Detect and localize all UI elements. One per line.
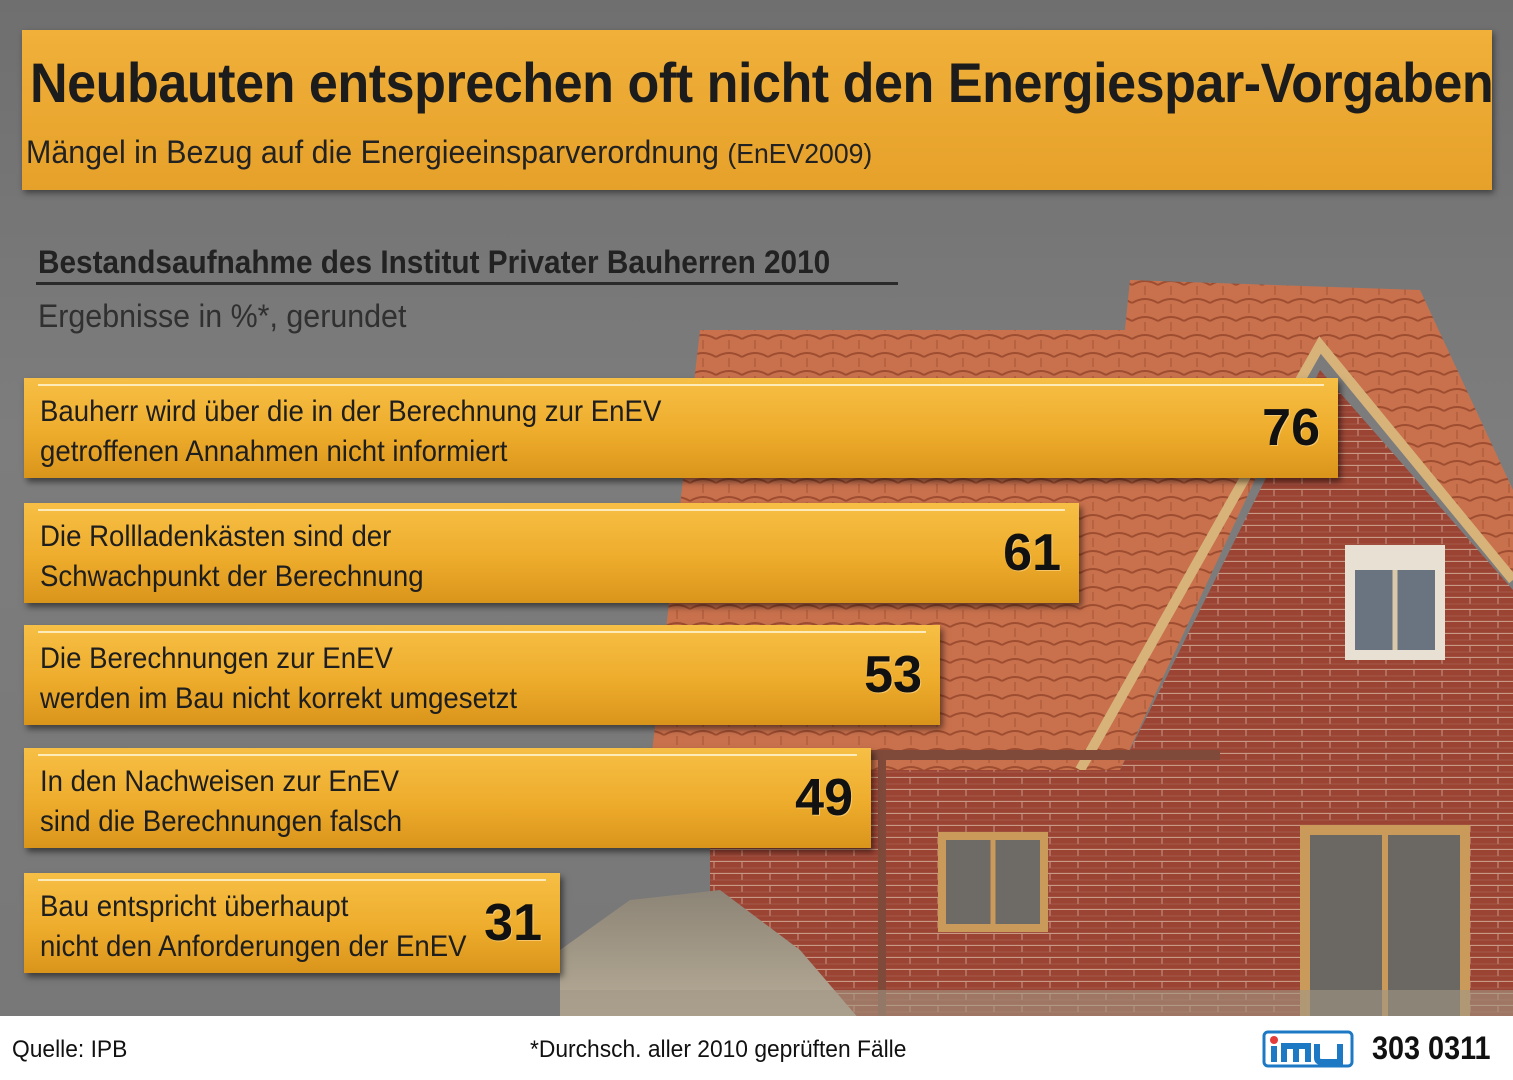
- bar: Die Berechnungen zur EnEV werden im Bau …: [24, 625, 940, 725]
- bar: Die Rollladenkästen sind der Schwachpunk…: [24, 503, 1079, 603]
- bar-label-line: werden im Bau nicht korrekt umgesetzt: [40, 682, 518, 715]
- source-text: Quelle: IPB: [12, 1036, 128, 1063]
- bar-label-line: getroffenen Annahmen nicht informiert: [40, 435, 508, 468]
- bar-value: 61: [1003, 524, 1061, 582]
- bar-value: 53: [864, 646, 922, 704]
- bar-label: Bauherr wird über die in der Berechnung …: [40, 392, 661, 472]
- graphic-code: 303 0311: [1372, 1030, 1491, 1066]
- subtitle-suffix: (EnEV2009): [727, 138, 873, 169]
- footer: Quelle: IPB *Durchsch. aller 2010 geprüf…: [0, 1016, 1513, 1080]
- bar-value: 76: [1262, 399, 1320, 457]
- subtitle-main: Mängel in Bezug auf die Energieeinsparve…: [26, 134, 719, 170]
- bar-label: Die Rollladenkästen sind der Schwachpunk…: [40, 517, 424, 597]
- bar-label-line: Schwachpunkt der Berechnung: [40, 560, 424, 593]
- title-box: Neubauten entsprechen oft nicht den Ener…: [22, 30, 1494, 190]
- bar-label: Die Berechnungen zur EnEV werden im Bau …: [40, 639, 517, 719]
- section-note: Ergebnisse in %*, gerundet: [38, 298, 407, 334]
- bar-label: In den Nachweisen zur EnEV sind die Bere…: [40, 762, 402, 842]
- imu-logo: [1262, 1030, 1354, 1068]
- page-title: Neubauten entsprechen oft nicht den Ener…: [30, 51, 1494, 114]
- bar-label-line: Die Berechnungen zur EnEV: [40, 642, 393, 675]
- bar-label-line: Bau entspricht überhaupt: [40, 890, 349, 923]
- bar-value: 31: [484, 894, 542, 952]
- bar-label-line: Bauherr wird über die in der Berechnung …: [40, 395, 662, 428]
- bar-label-line: sind die Berechnungen falsch: [40, 805, 403, 838]
- bar: Bau entspricht überhaupt nicht den Anfor…: [24, 873, 560, 973]
- bar: In den Nachweisen zur EnEV sind die Bere…: [24, 748, 871, 848]
- bar-label-line: nicht den Anforderungen der EnEV: [40, 930, 467, 963]
- section-divider: [36, 282, 898, 285]
- bar-label-line: Die Rollladenkästen sind der: [40, 520, 392, 553]
- bar-label: Bau entspricht überhaupt nicht den Anfor…: [40, 887, 467, 967]
- section-title: Bestandsaufnahme des Institut Privater B…: [38, 244, 831, 280]
- bar-label-line: In den Nachweisen zur EnEV: [40, 765, 400, 798]
- footnote-text: *Durchsch. aller 2010 geprüften Fälle: [530, 1036, 907, 1063]
- bar: Bauherr wird über die in der Berechnung …: [24, 378, 1338, 478]
- subtitle: Mängel in Bezug auf die Energieeinsparve…: [26, 134, 872, 171]
- bar-value: 49: [795, 769, 853, 827]
